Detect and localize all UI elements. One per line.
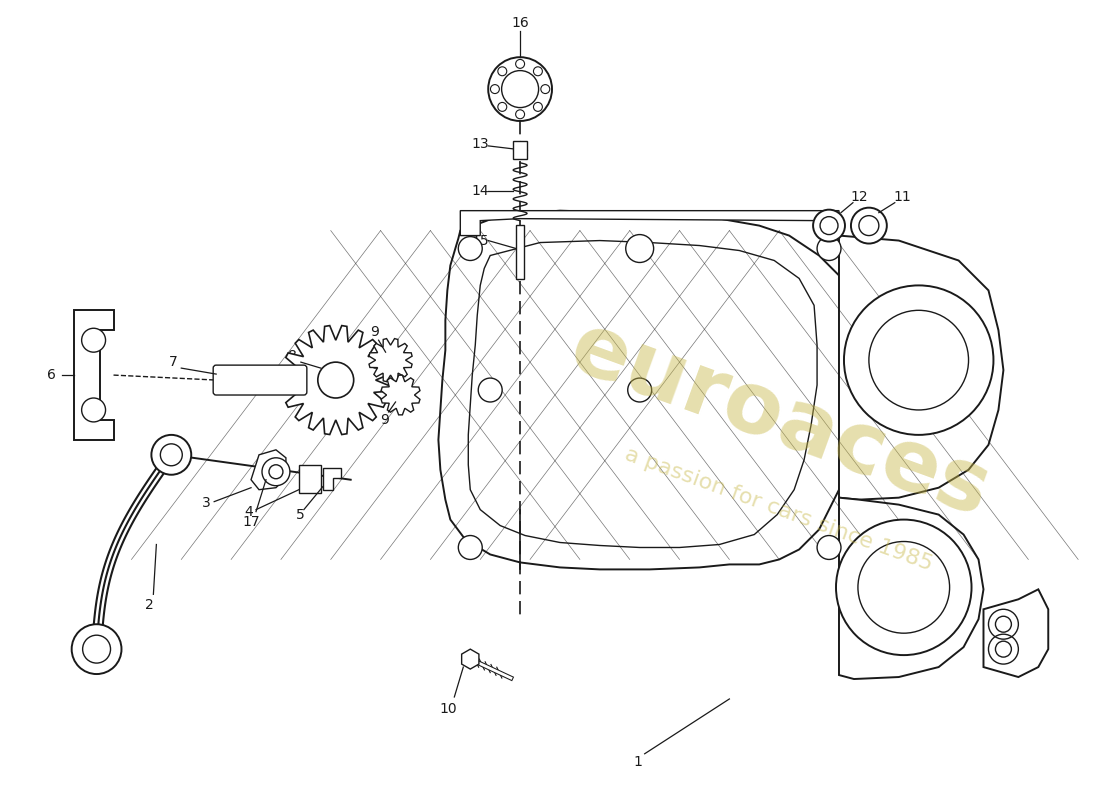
Text: 5: 5 (296, 508, 305, 522)
Circle shape (541, 85, 550, 94)
Text: euroaces: euroaces (558, 306, 1000, 534)
Circle shape (821, 217, 838, 234)
Bar (299, 465, 321, 493)
Text: 17: 17 (242, 514, 260, 529)
Circle shape (516, 59, 525, 68)
Circle shape (72, 624, 121, 674)
Circle shape (534, 102, 542, 111)
Circle shape (81, 398, 106, 422)
Text: 3: 3 (201, 496, 210, 510)
Text: 10: 10 (440, 702, 458, 716)
Circle shape (491, 85, 499, 94)
Circle shape (498, 67, 507, 76)
Circle shape (478, 378, 503, 402)
Polygon shape (74, 310, 113, 440)
Circle shape (817, 535, 842, 559)
Circle shape (502, 70, 539, 107)
Text: 9: 9 (371, 326, 380, 339)
Circle shape (459, 237, 482, 261)
Circle shape (844, 286, 993, 435)
Circle shape (869, 310, 968, 410)
Polygon shape (381, 375, 420, 415)
Text: 15: 15 (472, 234, 490, 247)
Circle shape (626, 234, 653, 262)
Text: a passion for cars since 1985: a passion for cars since 1985 (623, 445, 936, 575)
Circle shape (813, 210, 845, 242)
Circle shape (628, 378, 651, 402)
FancyBboxPatch shape (213, 365, 307, 395)
Text: 14: 14 (472, 184, 490, 198)
Circle shape (152, 435, 191, 474)
Bar (516, 225, 524, 279)
Polygon shape (322, 468, 341, 490)
Circle shape (262, 458, 290, 486)
Polygon shape (462, 649, 478, 669)
Polygon shape (983, 590, 1048, 677)
Text: 9: 9 (381, 413, 389, 427)
Polygon shape (460, 210, 839, 235)
Circle shape (817, 237, 842, 261)
Polygon shape (839, 235, 1003, 500)
Text: 1: 1 (634, 754, 642, 769)
Circle shape (534, 67, 542, 76)
Text: 4: 4 (244, 505, 253, 518)
Text: 7: 7 (169, 355, 178, 369)
Circle shape (851, 208, 887, 243)
Text: 13: 13 (472, 137, 490, 151)
Polygon shape (368, 338, 412, 382)
Circle shape (82, 635, 110, 663)
Circle shape (498, 102, 507, 111)
Circle shape (488, 57, 552, 121)
Bar (513, 141, 527, 159)
Polygon shape (282, 326, 390, 434)
Circle shape (270, 465, 283, 478)
Circle shape (81, 328, 106, 352)
Circle shape (859, 216, 879, 235)
Text: 6: 6 (47, 368, 56, 382)
Text: 2: 2 (145, 598, 154, 612)
Circle shape (459, 535, 482, 559)
Circle shape (516, 110, 525, 118)
Circle shape (318, 362, 354, 398)
Text: 16: 16 (512, 16, 529, 30)
Circle shape (858, 542, 949, 633)
Circle shape (836, 519, 971, 655)
Text: 12: 12 (850, 190, 868, 204)
Text: 8: 8 (288, 349, 297, 363)
Circle shape (161, 444, 183, 466)
Polygon shape (439, 210, 854, 570)
Text: 11: 11 (894, 190, 912, 204)
Polygon shape (251, 450, 286, 490)
Polygon shape (839, 498, 983, 679)
